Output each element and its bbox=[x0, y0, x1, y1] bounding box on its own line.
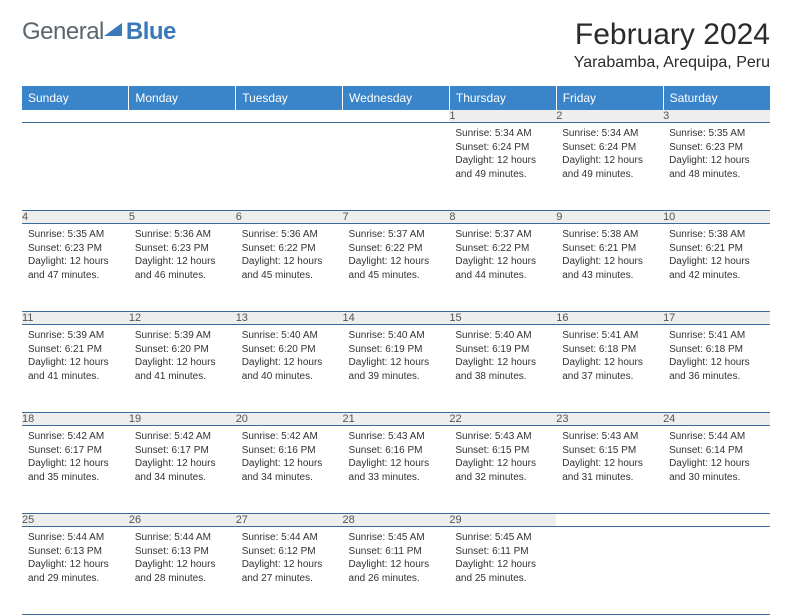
day-detail-cell: Sunrise: 5:43 AMSunset: 6:15 PMDaylight:… bbox=[556, 426, 663, 514]
day-number-row: 45678910 bbox=[22, 211, 770, 224]
day-number-cell: 21 bbox=[343, 413, 450, 426]
day-number-cell bbox=[129, 110, 236, 123]
day-detail-cell: Sunrise: 5:40 AMSunset: 6:20 PMDaylight:… bbox=[236, 325, 343, 413]
day-number-cell bbox=[236, 110, 343, 123]
day-number-cell: 14 bbox=[343, 312, 450, 325]
day-detail-cell: Sunrise: 5:42 AMSunset: 6:16 PMDaylight:… bbox=[236, 426, 343, 514]
day-number-cell: 23 bbox=[556, 413, 663, 426]
day-number-cell: 11 bbox=[22, 312, 129, 325]
day-detail-row: Sunrise: 5:39 AMSunset: 6:21 PMDaylight:… bbox=[22, 325, 770, 413]
day-number-cell: 3 bbox=[663, 110, 770, 123]
day-number-cell: 26 bbox=[129, 514, 236, 527]
day-number-cell: 12 bbox=[129, 312, 236, 325]
day-number-cell: 16 bbox=[556, 312, 663, 325]
day-number-cell: 10 bbox=[663, 211, 770, 224]
day-detail-cell: Sunrise: 5:36 AMSunset: 6:22 PMDaylight:… bbox=[236, 224, 343, 312]
day-number-cell: 22 bbox=[449, 413, 556, 426]
day-detail-cell: Sunrise: 5:40 AMSunset: 6:19 PMDaylight:… bbox=[449, 325, 556, 413]
logo-triangle-icon bbox=[104, 21, 126, 44]
day-number-cell bbox=[663, 514, 770, 527]
day-number-cell: 6 bbox=[236, 211, 343, 224]
day-detail-cell: Sunrise: 5:41 AMSunset: 6:18 PMDaylight:… bbox=[556, 325, 663, 413]
day-detail-cell bbox=[236, 123, 343, 211]
day-number-cell: 7 bbox=[343, 211, 450, 224]
day-number-cell: 27 bbox=[236, 514, 343, 527]
logo-text-blue: Blue bbox=[126, 18, 176, 46]
day-detail-cell: Sunrise: 5:43 AMSunset: 6:16 PMDaylight:… bbox=[343, 426, 450, 514]
day-number-cell bbox=[343, 110, 450, 123]
day-number-cell: 15 bbox=[449, 312, 556, 325]
day-detail-row: Sunrise: 5:34 AMSunset: 6:24 PMDaylight:… bbox=[22, 123, 770, 211]
day-detail-cell: Sunrise: 5:38 AMSunset: 6:21 PMDaylight:… bbox=[663, 224, 770, 312]
day-detail-cell: Sunrise: 5:39 AMSunset: 6:20 PMDaylight:… bbox=[129, 325, 236, 413]
day-number-cell: 17 bbox=[663, 312, 770, 325]
day-number-cell bbox=[22, 110, 129, 123]
weekday-header: Saturday bbox=[663, 86, 770, 110]
day-detail-cell: Sunrise: 5:43 AMSunset: 6:15 PMDaylight:… bbox=[449, 426, 556, 514]
day-detail-cell: Sunrise: 5:44 AMSunset: 6:13 PMDaylight:… bbox=[22, 527, 129, 615]
weekday-header: Monday bbox=[129, 86, 236, 110]
day-detail-cell: Sunrise: 5:45 AMSunset: 6:11 PMDaylight:… bbox=[343, 527, 450, 615]
day-detail-row: Sunrise: 5:35 AMSunset: 6:23 PMDaylight:… bbox=[22, 224, 770, 312]
location-text: Yarabamba, Arequipa, Peru bbox=[574, 54, 770, 72]
header: General Blue February 2024 Yarabamba, Ar… bbox=[22, 18, 770, 72]
day-number-cell: 24 bbox=[663, 413, 770, 426]
day-detail-cell: Sunrise: 5:41 AMSunset: 6:18 PMDaylight:… bbox=[663, 325, 770, 413]
day-number-cell: 13 bbox=[236, 312, 343, 325]
day-detail-cell: Sunrise: 5:44 AMSunset: 6:12 PMDaylight:… bbox=[236, 527, 343, 615]
day-detail-cell: Sunrise: 5:42 AMSunset: 6:17 PMDaylight:… bbox=[129, 426, 236, 514]
day-number-cell: 1 bbox=[449, 110, 556, 123]
calendar-header-row: SundayMondayTuesdayWednesdayThursdayFrid… bbox=[22, 86, 770, 110]
day-detail-cell: Sunrise: 5:39 AMSunset: 6:21 PMDaylight:… bbox=[22, 325, 129, 413]
day-detail-cell: Sunrise: 5:34 AMSunset: 6:24 PMDaylight:… bbox=[556, 123, 663, 211]
day-detail-cell: Sunrise: 5:34 AMSunset: 6:24 PMDaylight:… bbox=[449, 123, 556, 211]
day-detail-cell bbox=[663, 527, 770, 615]
logo-text-general: General bbox=[22, 18, 104, 46]
day-detail-cell: Sunrise: 5:44 AMSunset: 6:14 PMDaylight:… bbox=[663, 426, 770, 514]
day-number-row: 11121314151617 bbox=[22, 312, 770, 325]
day-detail-cell: Sunrise: 5:40 AMSunset: 6:19 PMDaylight:… bbox=[343, 325, 450, 413]
weekday-header: Sunday bbox=[22, 86, 129, 110]
day-number-cell: 4 bbox=[22, 211, 129, 224]
day-number-cell: 18 bbox=[22, 413, 129, 426]
weekday-header: Friday bbox=[556, 86, 663, 110]
weekday-header: Thursday bbox=[449, 86, 556, 110]
day-detail-cell: Sunrise: 5:42 AMSunset: 6:17 PMDaylight:… bbox=[22, 426, 129, 514]
day-number-cell: 9 bbox=[556, 211, 663, 224]
day-detail-cell bbox=[556, 527, 663, 615]
day-number-row: 123 bbox=[22, 110, 770, 123]
day-number-cell: 29 bbox=[449, 514, 556, 527]
day-number-cell: 5 bbox=[129, 211, 236, 224]
day-number-cell: 2 bbox=[556, 110, 663, 123]
day-detail-cell: Sunrise: 5:37 AMSunset: 6:22 PMDaylight:… bbox=[343, 224, 450, 312]
logo: General Blue bbox=[22, 18, 176, 46]
day-number-cell: 28 bbox=[343, 514, 450, 527]
day-detail-row: Sunrise: 5:42 AMSunset: 6:17 PMDaylight:… bbox=[22, 426, 770, 514]
calendar-table: SundayMondayTuesdayWednesdayThursdayFrid… bbox=[22, 86, 770, 615]
day-number-cell: 25 bbox=[22, 514, 129, 527]
day-detail-row: Sunrise: 5:44 AMSunset: 6:13 PMDaylight:… bbox=[22, 527, 770, 615]
day-detail-cell bbox=[22, 123, 129, 211]
month-title: February 2024 bbox=[574, 18, 770, 52]
day-detail-cell: Sunrise: 5:37 AMSunset: 6:22 PMDaylight:… bbox=[449, 224, 556, 312]
day-detail-cell bbox=[343, 123, 450, 211]
day-detail-cell: Sunrise: 5:35 AMSunset: 6:23 PMDaylight:… bbox=[663, 123, 770, 211]
day-detail-cell: Sunrise: 5:36 AMSunset: 6:23 PMDaylight:… bbox=[129, 224, 236, 312]
day-number-row: 2526272829 bbox=[22, 514, 770, 527]
day-detail-cell: Sunrise: 5:44 AMSunset: 6:13 PMDaylight:… bbox=[129, 527, 236, 615]
day-number-cell: 20 bbox=[236, 413, 343, 426]
weekday-header: Tuesday bbox=[236, 86, 343, 110]
day-number-row: 18192021222324 bbox=[22, 413, 770, 426]
day-number-cell: 8 bbox=[449, 211, 556, 224]
weekday-header: Wednesday bbox=[343, 86, 450, 110]
day-detail-cell: Sunrise: 5:45 AMSunset: 6:11 PMDaylight:… bbox=[449, 527, 556, 615]
title-block: February 2024 Yarabamba, Arequipa, Peru bbox=[574, 18, 770, 72]
day-number-cell: 19 bbox=[129, 413, 236, 426]
day-number-cell bbox=[556, 514, 663, 527]
day-detail-cell: Sunrise: 5:35 AMSunset: 6:23 PMDaylight:… bbox=[22, 224, 129, 312]
day-detail-cell: Sunrise: 5:38 AMSunset: 6:21 PMDaylight:… bbox=[556, 224, 663, 312]
day-detail-cell bbox=[129, 123, 236, 211]
